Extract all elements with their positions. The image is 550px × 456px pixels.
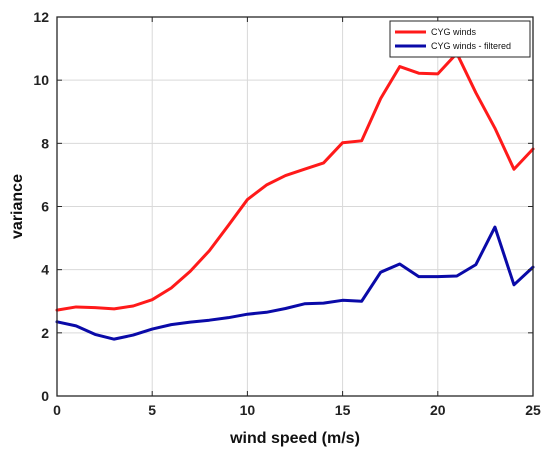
ticks-layer: 0 5 10 15 20 25 0 2 4 6 8 10 12 [33, 9, 541, 418]
y-tick-label: 6 [41, 199, 49, 215]
y-tick-label: 4 [41, 262, 49, 278]
x-tick-label: 0 [53, 402, 61, 418]
y-tick-label: 12 [33, 9, 49, 25]
legend-box [389, 20, 531, 58]
y-tick-label: 10 [33, 72, 49, 88]
x-tick-label: 25 [525, 402, 541, 418]
y-tick-label: 8 [41, 135, 49, 151]
y-tick-label: 2 [41, 325, 49, 341]
x-axis-label: wind speed (m/s) [229, 430, 360, 447]
series-line-2 [55, 225, 535, 341]
legend-entry-1: CYG winds [431, 27, 477, 37]
x-tick-label: 10 [240, 402, 256, 418]
x-tick-label: 15 [335, 402, 351, 418]
y-tick-label: 0 [41, 388, 49, 404]
x-tick-label: 5 [148, 402, 156, 418]
y-axis-label: variance [9, 174, 26, 239]
legend-entry-2: CYG winds - filtered [431, 41, 511, 51]
legend: CYG winds CYG winds - filtered [389, 20, 531, 58]
x-tick-label: 20 [430, 402, 446, 418]
